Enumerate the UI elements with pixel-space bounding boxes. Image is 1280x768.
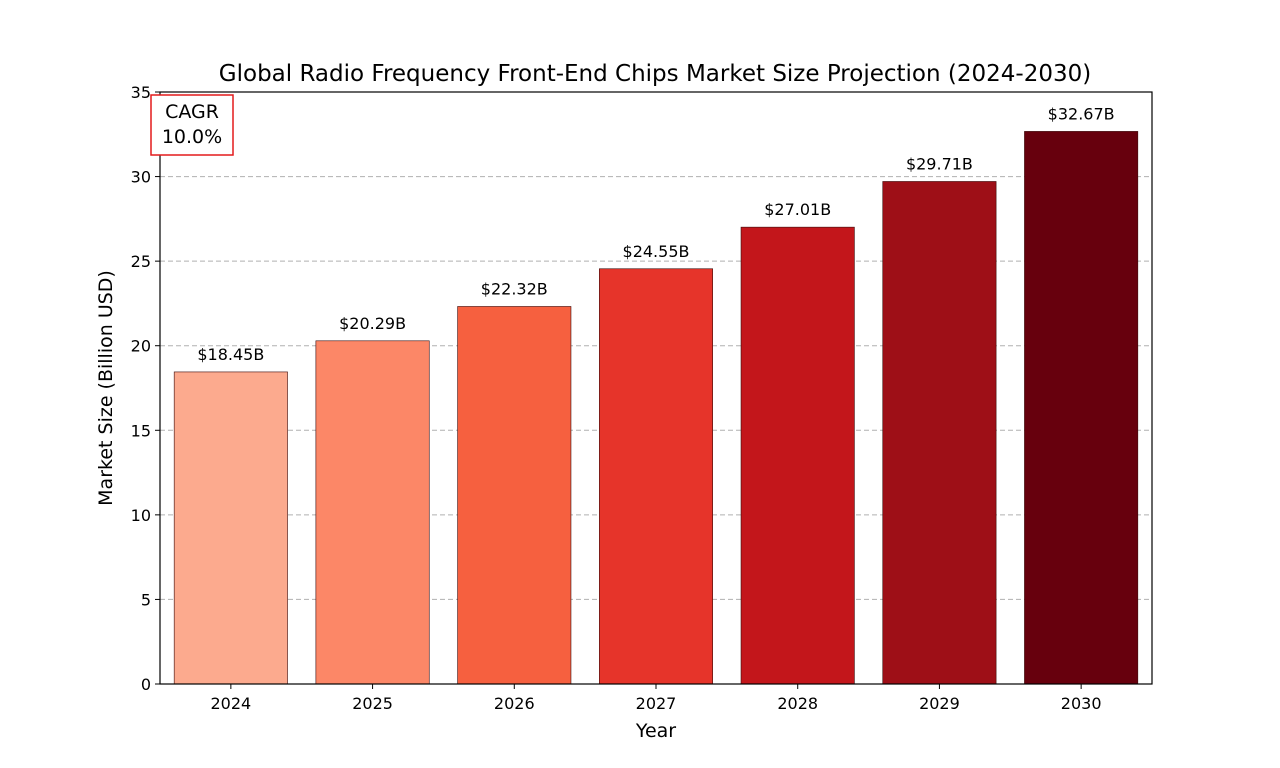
bar-2027 [599, 268, 713, 685]
y-tick-label: 10 [131, 506, 151, 525]
x-tick-label-2027: 2027 [636, 694, 677, 713]
data-label-2025: $20.29B [339, 314, 406, 333]
cagr-border [150, 94, 234, 156]
data-label-2030: $32.67B [1048, 104, 1115, 123]
data-label-2029: $29.71B [906, 154, 973, 173]
y-axis-ticks: 0 5 10 15 20 25 30 35 [131, 83, 160, 694]
data-label-2028: $27.01B [764, 200, 831, 219]
cagr-annotation: CAGR 10.0% [150, 94, 234, 156]
bar-2024 [173, 371, 288, 685]
y-tick-label: 25 [131, 252, 151, 271]
y-tick-label: 30 [131, 168, 151, 187]
bar-2030 [1024, 131, 1139, 685]
x-tick-label-2028: 2028 [777, 694, 818, 713]
bar-2025 [315, 340, 430, 685]
y-tick-label: 20 [131, 337, 151, 356]
y-axis-label: Market Size (Billion USD) [95, 270, 117, 506]
x-tick-label-2024: 2024 [210, 694, 251, 713]
y-tick-label: 5 [141, 590, 151, 609]
x-tick-label-2029: 2029 [919, 694, 960, 713]
bar-2026 [457, 306, 572, 685]
x-tick-label-2026: 2026 [494, 694, 535, 713]
cagr-label: CAGR [165, 101, 219, 123]
data-label-2026: $22.32B [481, 279, 548, 298]
bar-2029 [882, 181, 997, 685]
x-axis-label: Year [635, 720, 676, 742]
bar-2028 [740, 226, 855, 685]
cagr-value: 10.0% [162, 126, 222, 148]
bars [173, 131, 1139, 685]
chart-title: Global Radio Frequency Front-End Chips M… [219, 61, 1091, 87]
x-tick-label-2030: 2030 [1061, 694, 1102, 713]
x-tick-label-2025: 2025 [352, 694, 393, 713]
y-tick-label: 15 [131, 421, 151, 440]
y-tick-label: 35 [131, 83, 151, 102]
data-labels: $18.45B $20.29B $22.32B $24.55B $27.01B $29.7… [197, 104, 1114, 364]
data-label-2027: $24.55B [623, 242, 690, 261]
y-tick-label: 0 [141, 675, 151, 694]
x-axis-ticks: 2024 2025 2026 2027 2028 2029 2030 [210, 684, 1102, 713]
data-label-2024: $18.45B [197, 345, 264, 364]
